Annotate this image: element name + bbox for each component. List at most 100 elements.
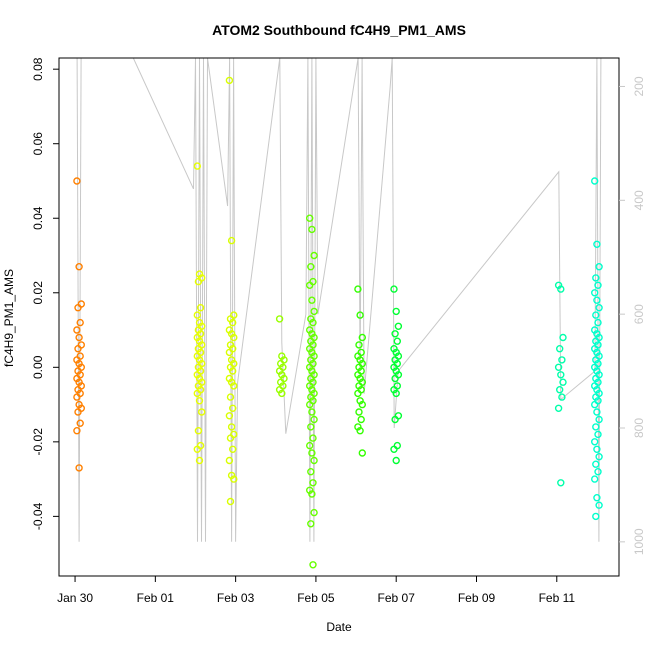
data-point <box>591 400 599 409</box>
data-point <box>227 356 236 364</box>
data-point <box>308 330 316 338</box>
data-point <box>193 352 202 360</box>
data-point <box>307 356 315 364</box>
data-point <box>593 348 601 357</box>
data-point <box>227 236 236 245</box>
data-point <box>75 263 83 271</box>
data-point <box>356 356 364 364</box>
data-point <box>73 177 81 185</box>
data-point <box>225 76 234 85</box>
data-point <box>391 374 399 383</box>
data-point <box>226 315 235 323</box>
right-tick-label: 600 <box>632 304 646 324</box>
data-point <box>357 415 365 424</box>
data-point <box>392 389 400 398</box>
data-point <box>594 468 602 476</box>
data-point <box>195 397 204 405</box>
data-point <box>356 397 364 405</box>
data-point <box>275 315 284 323</box>
right-altitude-axis: 200 400 600 800 1000 <box>619 76 646 555</box>
data-point <box>193 445 202 453</box>
data-point <box>557 285 565 293</box>
data-point <box>556 345 564 353</box>
data-point <box>307 468 315 476</box>
data-point <box>228 404 237 412</box>
y-axis: -0.04 -0.02 0.00 0.02 0.04 0.06 0.08 <box>31 57 59 530</box>
data-point <box>591 289 599 297</box>
data-point <box>355 363 363 371</box>
data-point <box>228 445 237 453</box>
data-point <box>595 415 603 424</box>
data-point <box>73 326 81 334</box>
data-point <box>391 356 399 364</box>
data-point <box>307 393 315 401</box>
data-point <box>195 337 204 345</box>
data-point <box>554 404 563 412</box>
data-point <box>308 408 316 416</box>
x-tick-label: Feb 01 <box>137 591 175 605</box>
data-point <box>277 359 285 368</box>
data-point <box>230 382 238 390</box>
data-point <box>310 251 318 260</box>
data-point <box>356 311 364 319</box>
data-point <box>306 363 314 371</box>
data-point <box>74 367 82 375</box>
data-point <box>195 270 204 278</box>
data-point <box>310 456 318 465</box>
data-point <box>307 337 315 345</box>
data-point <box>354 423 362 431</box>
data-point <box>391 330 399 338</box>
data-point <box>195 374 204 383</box>
data-point <box>194 427 203 435</box>
data-point <box>194 382 203 390</box>
chart-title: ATOM2 Southbound fC4H9_PM1_AMS <box>212 22 466 38</box>
data-point <box>392 307 400 316</box>
data-point <box>226 393 235 401</box>
x-tick-label: Jan 30 <box>57 591 93 605</box>
data-point <box>73 427 81 435</box>
data-point <box>73 393 81 401</box>
data-point <box>594 318 602 327</box>
data-point <box>277 378 285 386</box>
x-tick-label: Feb 09 <box>458 591 496 605</box>
data-point <box>73 374 81 383</box>
x-tick-label: Feb 03 <box>217 591 255 605</box>
data-point <box>194 277 203 286</box>
data-point <box>595 304 603 312</box>
data-point <box>557 371 565 379</box>
data-point <box>73 356 81 364</box>
data-point <box>592 423 600 431</box>
plot-frame <box>58 57 620 577</box>
data-point <box>75 400 83 409</box>
data-point <box>559 333 567 342</box>
data-point <box>593 408 601 416</box>
data-point <box>593 296 601 304</box>
data-point <box>193 162 202 170</box>
data-point <box>195 318 204 327</box>
data-point <box>308 490 316 498</box>
data-point <box>306 345 314 353</box>
data-point <box>230 475 238 483</box>
data-point <box>226 363 235 371</box>
y-axis-label: fC4H9_PM1_AMS <box>2 269 16 367</box>
data-point <box>193 311 202 319</box>
data-point <box>595 263 603 271</box>
y-tick-label: 0.04 <box>31 206 45 230</box>
data-point <box>390 345 398 353</box>
data-point <box>309 434 317 442</box>
data-point <box>310 415 318 424</box>
data-point <box>74 386 82 394</box>
right-tick-label: 1000 <box>632 528 646 555</box>
data-point <box>306 382 314 390</box>
data-point <box>557 479 565 487</box>
y-tick-label: -0.04 <box>31 502 45 530</box>
data-point <box>306 281 314 289</box>
data-point <box>591 177 599 185</box>
data-point <box>394 322 403 330</box>
y-tick-label: 0.06 <box>31 132 45 156</box>
y-tick-label: -0.02 <box>31 428 45 456</box>
data-point <box>592 356 600 364</box>
data-point <box>308 296 316 304</box>
data-point <box>227 471 236 480</box>
